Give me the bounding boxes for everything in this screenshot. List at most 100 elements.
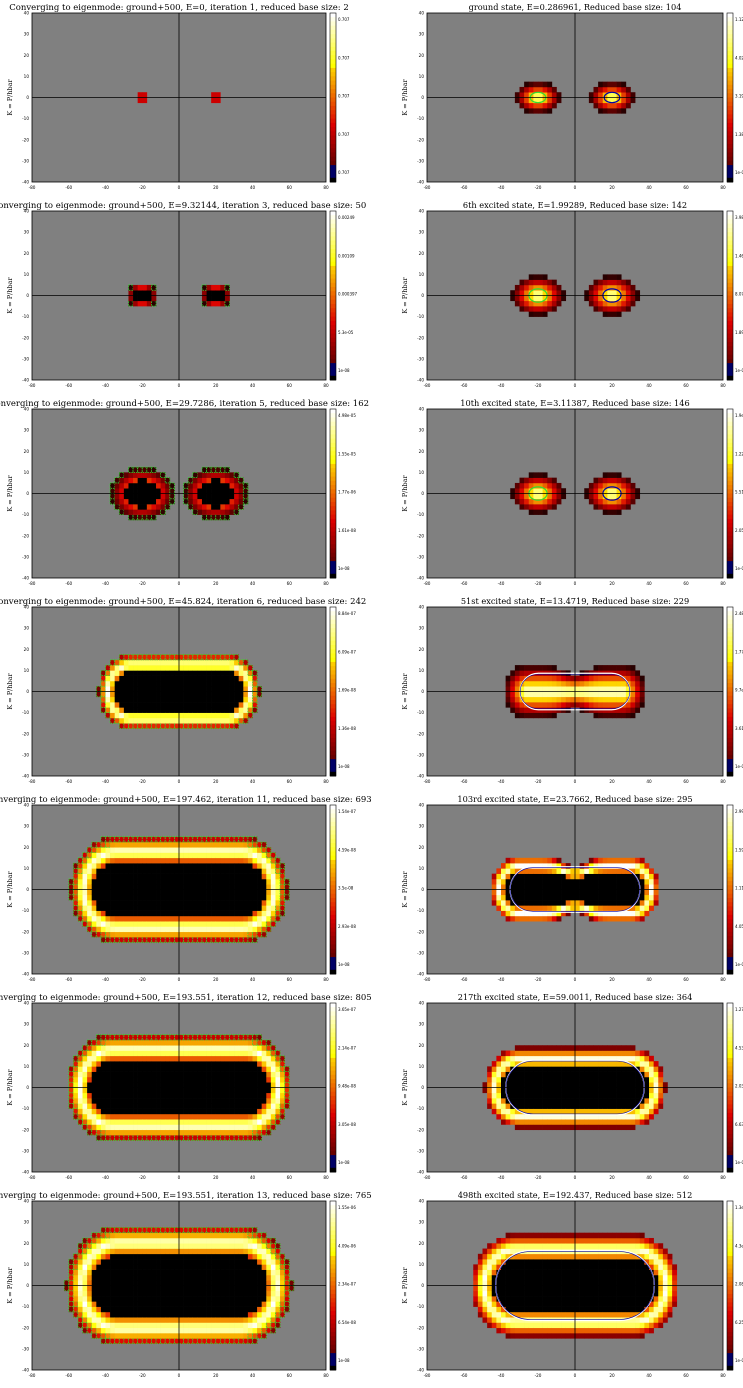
heatmap-cell xyxy=(243,680,249,687)
heatmap-cell xyxy=(215,1098,221,1104)
x-tick-label: 60 xyxy=(287,779,293,784)
heatmap-cell xyxy=(197,1103,203,1109)
heatmap-cell xyxy=(556,910,562,917)
heatmap-cell xyxy=(211,1061,217,1067)
heatmap-cell xyxy=(514,1071,520,1078)
heatmap-cell xyxy=(123,900,129,906)
heatmap-cell xyxy=(165,1135,171,1141)
colorbar-segment xyxy=(727,704,733,709)
heatmap-cell xyxy=(128,1129,134,1136)
colorbar-segment xyxy=(727,447,733,452)
x-tick-label: 40 xyxy=(250,1175,256,1180)
heatmap-cell xyxy=(114,878,120,885)
heatmap-cell xyxy=(519,279,525,286)
heatmap-cell xyxy=(224,659,230,666)
colorbar-segment xyxy=(727,325,733,330)
heatmap-cell xyxy=(556,300,562,307)
colorbar-frame xyxy=(726,408,734,579)
heatmap-cell xyxy=(142,910,148,917)
heatmap-cell xyxy=(192,863,198,869)
heatmap-cell xyxy=(183,1061,189,1067)
colorbar-segment xyxy=(727,59,733,65)
heatmap-cell xyxy=(123,1135,129,1141)
heatmap-cell xyxy=(593,300,599,307)
heatmap-cell xyxy=(224,900,230,906)
heatmap-cell xyxy=(142,675,148,682)
heatmap-cell xyxy=(252,937,258,943)
y-axis-label: K = P/hbar xyxy=(6,474,14,511)
heatmap-cell xyxy=(169,852,175,859)
heatmap-cell xyxy=(514,1092,520,1099)
heatmap-cell xyxy=(119,498,125,505)
heatmap-cell xyxy=(110,921,115,927)
heatmap-cell xyxy=(197,847,203,853)
heatmap-cell xyxy=(528,290,534,296)
heatmap-cell xyxy=(133,467,138,473)
heatmap-chart: Converging to eigenmode: ground+500, E=1… xyxy=(0,993,372,1180)
heatmap-cell xyxy=(123,659,129,666)
heatmap-cell xyxy=(146,670,152,676)
heatmap-cell xyxy=(561,493,567,500)
heatmap-cell xyxy=(151,504,157,510)
heatmap-cell xyxy=(565,900,571,906)
heatmap-cell xyxy=(188,873,194,880)
colorbar-segment xyxy=(727,632,733,638)
heatmap-cell xyxy=(234,910,240,917)
x-tick-label: 60 xyxy=(287,977,293,982)
heatmap-cell xyxy=(630,905,636,911)
heatmap-cell xyxy=(220,868,226,874)
heatmap-cell xyxy=(275,863,281,869)
colorbar-segment xyxy=(330,236,336,242)
heatmap-cell xyxy=(87,1124,93,1131)
heatmap-cell xyxy=(528,665,534,671)
heatmap-cell xyxy=(238,686,244,692)
heatmap-cell xyxy=(602,295,608,302)
colorbar-segment xyxy=(330,341,336,347)
heatmap-cell xyxy=(261,1124,267,1131)
heatmap-cell xyxy=(146,493,152,500)
colorbar-segment xyxy=(330,716,336,722)
heatmap-cell xyxy=(174,863,180,869)
heatmap-cell xyxy=(215,686,221,692)
colorbar-segment xyxy=(727,548,733,554)
colorbar-tick-label: 4.59e-08 xyxy=(338,847,356,852)
heatmap-cell xyxy=(105,1124,111,1131)
colorbar-segment xyxy=(330,51,336,56)
heatmap-cell xyxy=(229,659,235,666)
heatmap-cell xyxy=(229,910,235,917)
heatmap-cell xyxy=(588,97,594,104)
heatmap-cell xyxy=(105,1039,111,1046)
x-tick-label: 40 xyxy=(646,977,652,982)
heatmap-cell xyxy=(551,97,557,104)
heatmap-cell xyxy=(73,889,79,896)
heatmap-cell xyxy=(151,852,157,859)
heatmap-cell xyxy=(593,702,599,708)
heatmap-cell xyxy=(179,1061,184,1067)
heatmap-cell xyxy=(201,670,207,676)
heatmap-cell xyxy=(100,686,106,692)
heatmap-cell xyxy=(598,300,604,307)
heatmap-cell xyxy=(598,504,604,510)
heatmap-cell xyxy=(542,680,548,687)
heatmap-cell xyxy=(621,857,627,864)
heatmap-cell xyxy=(593,915,599,922)
heatmap-cell xyxy=(524,857,530,864)
heatmap-cell xyxy=(644,894,650,901)
heatmap-cell xyxy=(533,691,539,698)
heatmap-cell xyxy=(234,1045,240,1051)
colorbar-segment xyxy=(727,817,733,823)
heatmap-cell xyxy=(243,670,249,676)
heatmap-cell xyxy=(82,894,88,901)
heatmap-cell xyxy=(266,921,272,927)
heatmap-cell xyxy=(561,488,567,494)
heatmap-cell xyxy=(146,675,152,682)
heatmap-cell xyxy=(565,910,571,917)
x-tick-label: -60 xyxy=(461,977,468,982)
heatmap-cell xyxy=(220,1034,226,1041)
colorbar-segment xyxy=(330,1015,336,1021)
heatmap-cell xyxy=(201,847,207,853)
heatmap-cell xyxy=(598,873,604,880)
heatmap-cell xyxy=(197,836,203,843)
heatmap-cell xyxy=(234,915,240,922)
heatmap-cell xyxy=(533,482,539,489)
